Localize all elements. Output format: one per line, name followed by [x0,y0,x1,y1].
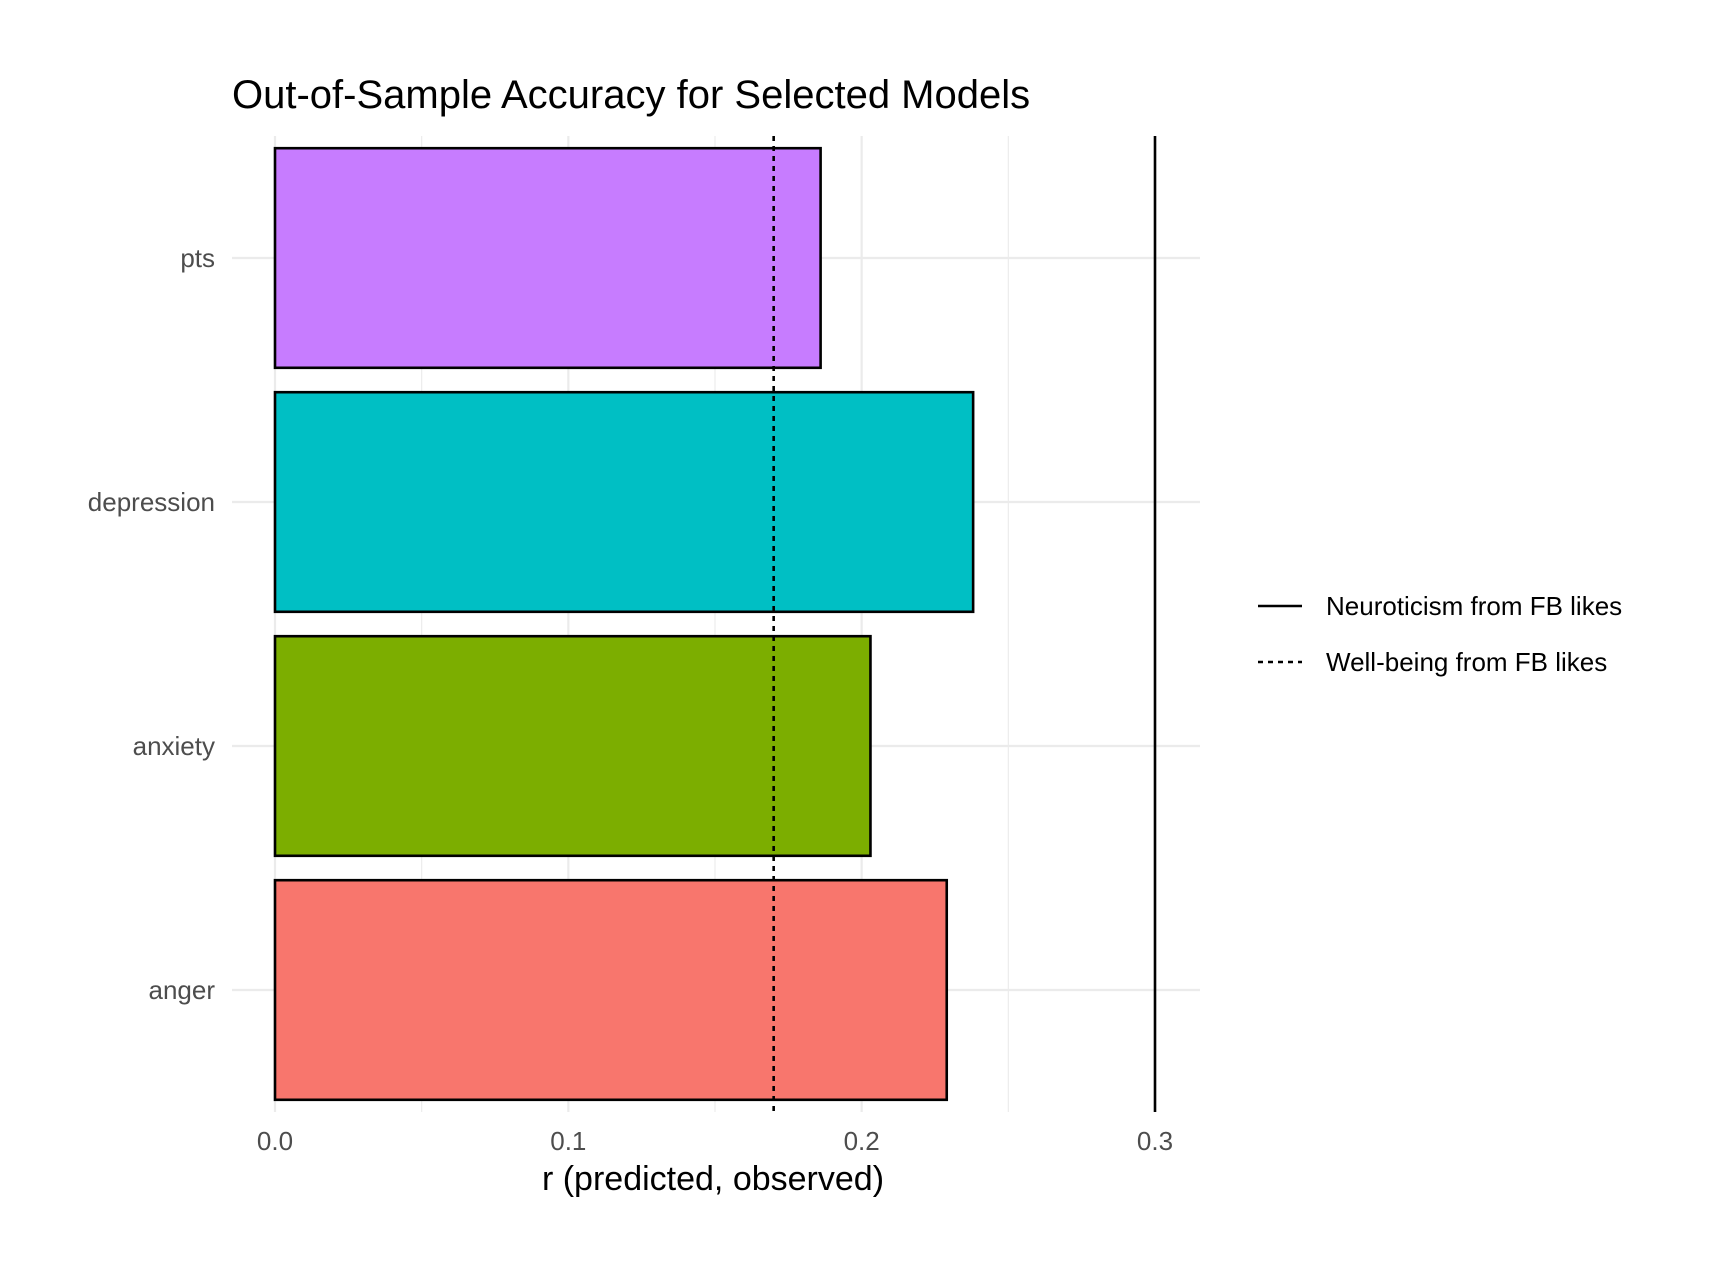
bar-anxiety [273,634,872,858]
x-tick-label: 0.2 [844,1126,880,1156]
legend-label: Neuroticism from FB likes [1326,591,1622,621]
bar-anger [273,878,949,1102]
x-tick-label: 0.1 [550,1126,586,1156]
legend: Neuroticism from FB likes Well-being from… [1258,591,1622,677]
y-tick-label: pts [180,243,215,273]
x-tick-label: 0.0 [257,1126,293,1156]
reference-line-layer [772,136,1157,1112]
x-tick-label: 0.3 [1137,1126,1173,1156]
axis-layer: anger anxiety depression pts 0.0 0.1 0.2 0.3 [88,243,1173,1156]
legend-label: Well-being from FB likes [1326,647,1607,677]
chart-title: Out-of-Sample Accuracy for Selected Mode… [232,73,1030,117]
y-tick-label: anxiety [133,731,215,761]
y-tick-label: depression [88,487,215,517]
bar-depression [273,390,975,614]
y-tick-label: anger [149,975,216,1005]
x-axis-title: r (predicted, observed) [542,1160,884,1198]
bar-layer [273,146,975,1102]
bar-pts [273,146,822,370]
